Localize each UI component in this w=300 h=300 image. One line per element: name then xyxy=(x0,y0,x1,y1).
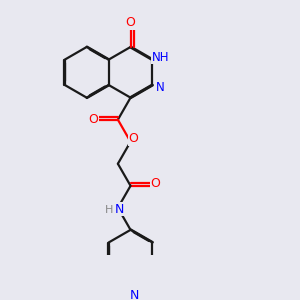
Text: NH: NH xyxy=(152,51,169,64)
Text: N: N xyxy=(130,289,139,300)
Text: O: O xyxy=(126,16,136,29)
Text: O: O xyxy=(88,113,98,126)
Text: H: H xyxy=(105,206,113,215)
Text: O: O xyxy=(150,177,160,190)
Text: O: O xyxy=(129,132,139,145)
Text: N: N xyxy=(156,81,164,94)
Text: N: N xyxy=(115,202,124,216)
